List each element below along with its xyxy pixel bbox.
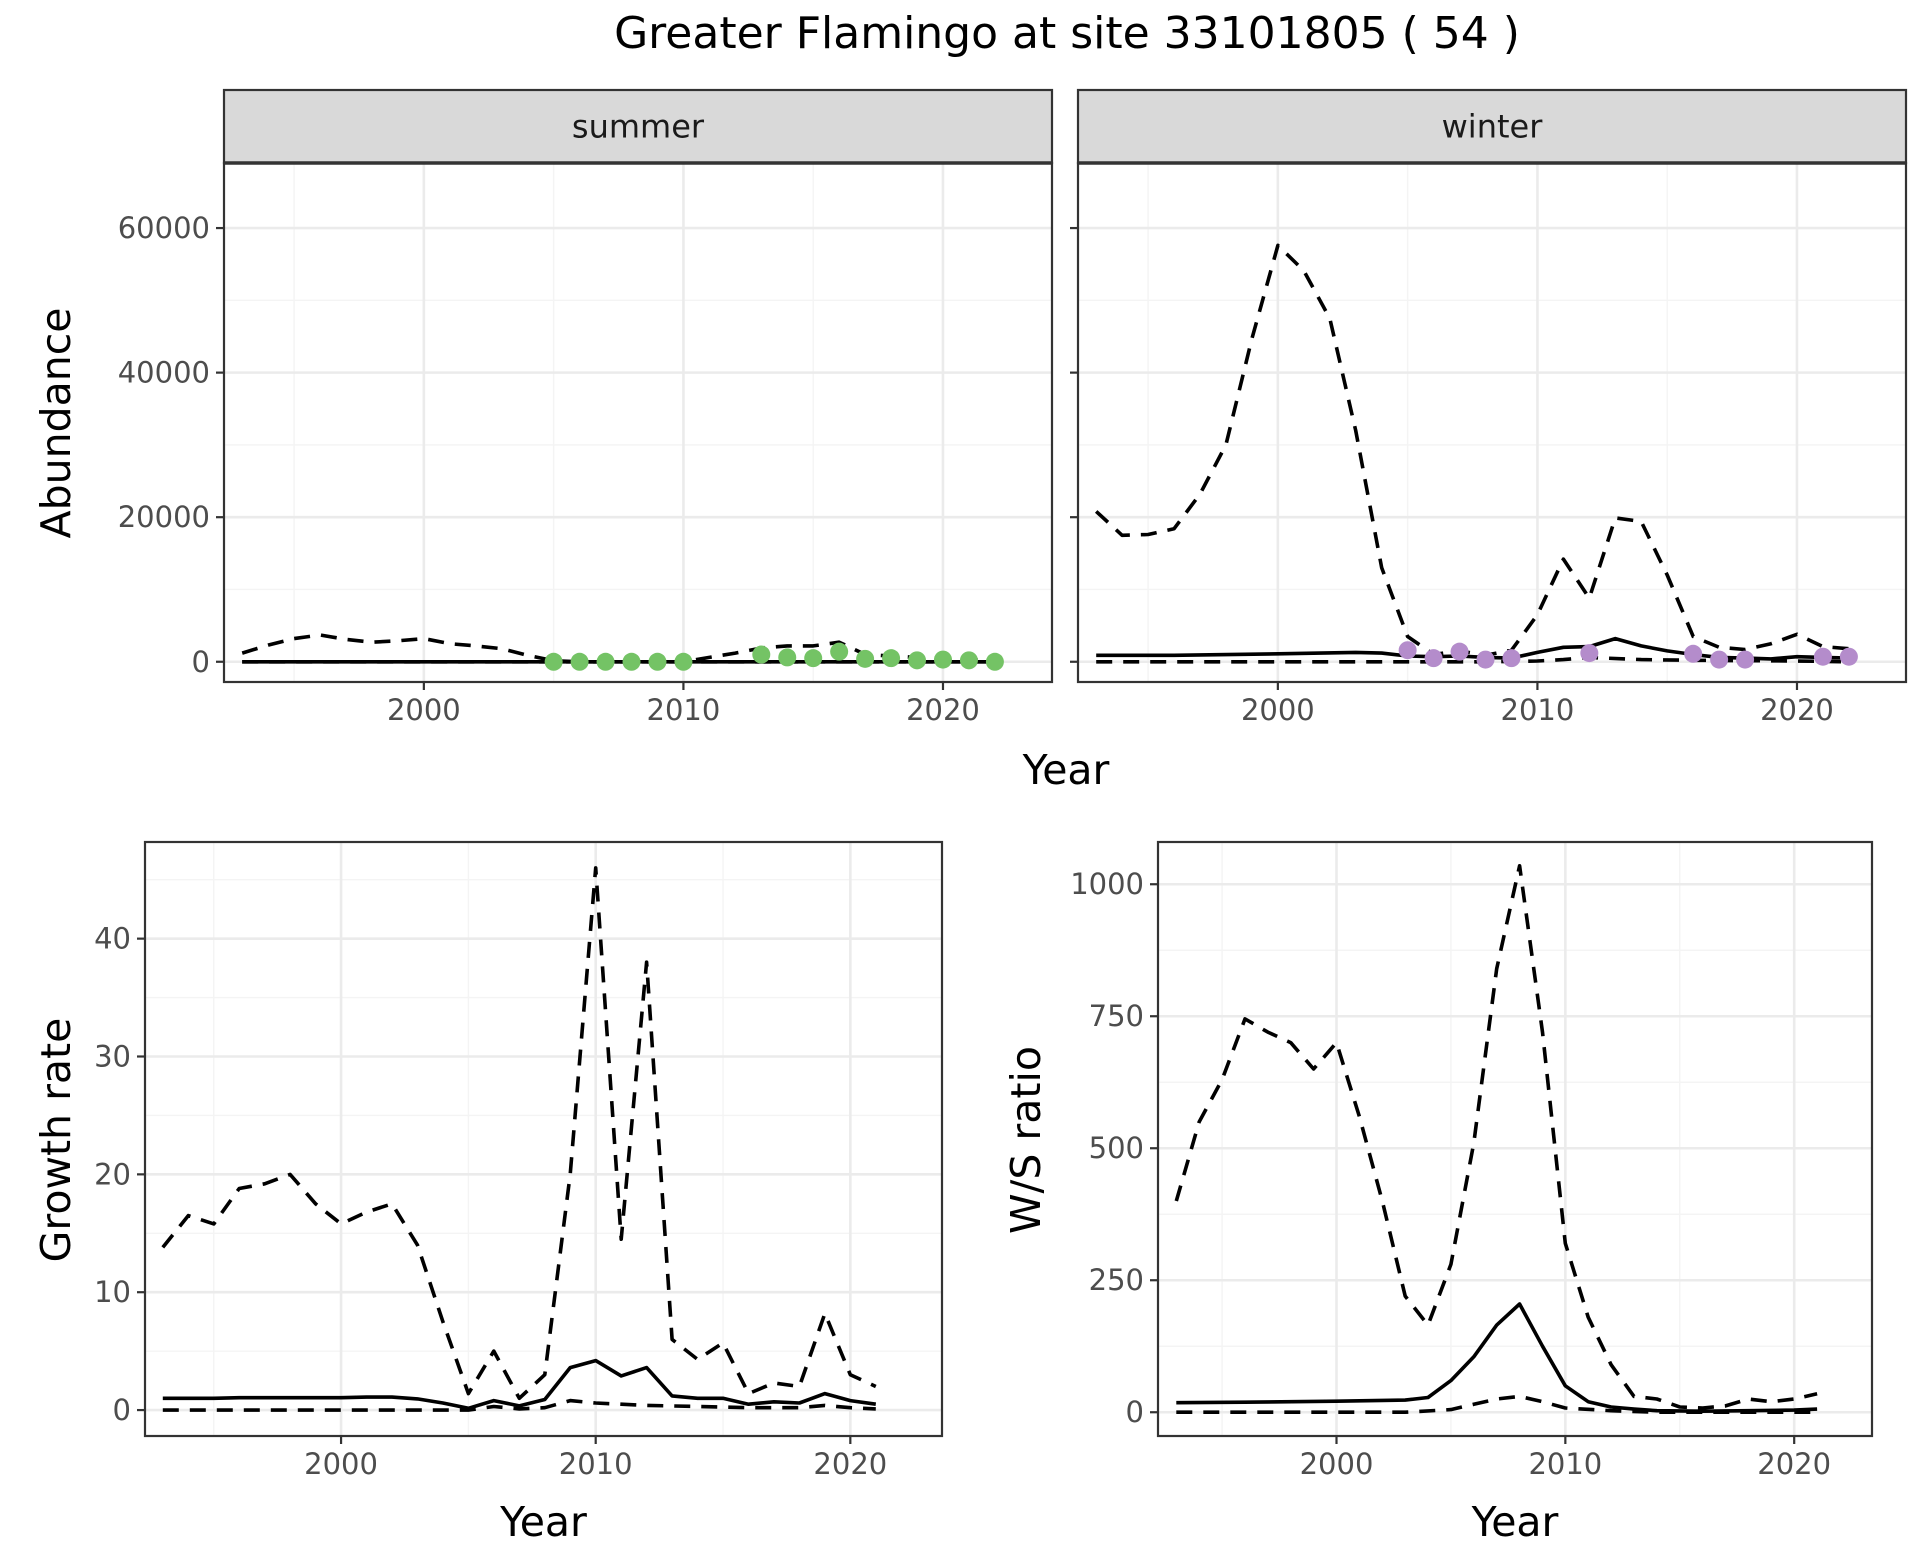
growth-y-tick-label: 40 [94,922,131,956]
winter-data-point [1580,644,1599,663]
growth-x-tick-label: 2020 [813,1447,887,1481]
summer-panel: summer 2000 2010 2020 0 20000 40000 60000 Abunda… [32,88,1054,727]
summer-data-point [778,648,797,667]
summer-facet-label: summer [572,108,705,146]
summer-data-point [985,652,1004,671]
summer-data-point [856,649,875,668]
ratio-y-tick-label: 750 [1089,999,1144,1033]
summer-data-point [752,645,771,664]
winter-data-point [1839,647,1858,666]
winter-data-point [1424,649,1443,668]
ws-ratio-panel: 2000 2010 2020 0 250 500 750 1000 W/S ratio Year [1002,840,1874,1546]
winter-data-point [1476,650,1495,669]
ratio-x-tick-label: 2000 [1300,1447,1374,1481]
summer-data-point [933,650,952,669]
growth-y-axis-title: Growth rate [32,1018,80,1263]
growth-rate-panel: 2000 2010 2020 0 10 20 30 40 Growth rate Year [32,840,944,1546]
winter-data-point [1398,641,1417,660]
growth-grid [145,842,942,1436]
winter-data-point [1684,644,1703,663]
winter-data-point [1450,642,1469,661]
growth-y-tick-label: 10 [94,1275,131,1309]
summer-data-point [622,652,641,671]
ratio-series-line-2 [1176,1394,1818,1414]
winter-facet-label: winter [1442,108,1544,146]
growth-plot-area [145,842,942,1436]
ratio-y-tick-label: 500 [1089,1131,1144,1165]
summer-data-point [596,652,615,671]
summer-data-point [959,651,978,670]
summer-data-point [570,652,589,671]
summer-y-tick-label: 60000 [118,211,210,245]
ratio-x-tick-label: 2010 [1528,1447,1602,1481]
summer-data-point [674,652,693,671]
ratio-x-tick-label: 2020 [1757,1447,1831,1481]
winter-panel: winter 2000 2010 2020 [1070,88,1908,727]
summer-y-tick-label: 40000 [118,356,210,390]
growth-panel-border [143,840,944,1438]
winter-x-tick-label: 2000 [1241,693,1315,727]
winter-series-line-1 [1094,243,1850,658]
ratio-panel-border [1156,840,1874,1438]
growth-series-line-1 [161,866,877,1401]
growth-y-tick-label: 20 [94,1157,131,1191]
summer-y-axis-title: Abundance [32,308,80,539]
ratio-y-tick-label: 250 [1089,1263,1144,1297]
ratio-x-axis-title: Year [1471,1498,1559,1546]
winter-x-tick-label: 2010 [1501,693,1575,727]
growth-x-tick-label: 2010 [559,1447,633,1481]
winter-plot-area [1078,163,1906,682]
winter-x-tick-label: 2020 [1760,693,1834,727]
winter-data-point [1813,647,1832,666]
summer-x-tick-label: 2010 [647,693,721,727]
summer-data-point [804,649,823,668]
top-x-axis-title: Year [1022,746,1110,794]
summer-data-point [882,649,901,668]
winter-data-point [1710,650,1729,669]
winter-data-point [1736,650,1755,669]
summer-y-tick-label: 0 [192,645,210,679]
ratio-plot-area [1158,842,1872,1436]
figure-title: Greater Flamingo at site 33101805 ( 54 ) [614,8,1520,59]
summer-data-point [830,642,849,661]
winter-data-point [1502,649,1521,668]
summer-y-tick-label: 20000 [118,500,210,534]
ratio-series-line-1 [1174,864,1818,1410]
growth-y-tick-label: 30 [94,1040,131,1074]
ratio-series-line-0 [1176,1302,1818,1413]
summer-facet-strip [222,88,1054,165]
ratio-y-tick-label: 0 [1126,1395,1144,1429]
ratio-y-tick-label: 1000 [1070,867,1144,901]
growth-series-line-0 [162,1358,877,1411]
ratio-y-axis-title: W/S ratio [1002,1046,1050,1234]
growth-y-tick-label: 0 [113,1393,131,1427]
summer-x-tick-label: 2000 [387,693,461,727]
summer-data-point [908,651,927,670]
summer-plot-area [224,163,1052,682]
winter-facet-strip [1076,88,1908,165]
summer-data-point [544,652,563,671]
growth-x-axis-title: Year [499,1498,587,1546]
summer-x-tick-label: 2020 [906,693,980,727]
growth-series-line-2 [162,1398,876,1412]
summer-data-point [648,652,667,671]
growth-x-tick-label: 2000 [304,1447,378,1481]
